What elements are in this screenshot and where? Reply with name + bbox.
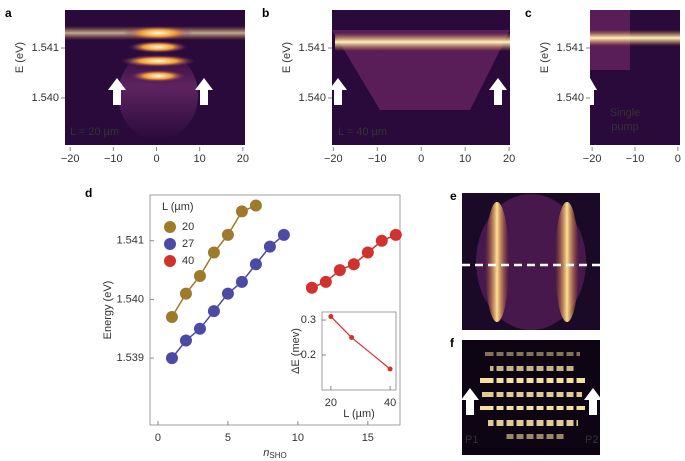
x-tick-label: 15 — [362, 432, 374, 444]
x-tick-label: 0 — [418, 153, 424, 165]
x-tick-label: −10 — [626, 153, 645, 165]
annotation: Single — [610, 107, 641, 119]
data-point — [328, 314, 334, 320]
data-point — [193, 269, 206, 282]
x-tick-label: −10 — [368, 153, 387, 165]
y-tick-label: 1.540 — [31, 92, 59, 104]
x-axis-label-sub: SHO — [269, 451, 286, 460]
data-point — [387, 366, 393, 372]
data-point — [221, 287, 234, 300]
data-point — [249, 258, 262, 271]
data-point — [165, 352, 178, 365]
x-tick-label: 10 — [459, 153, 471, 165]
x-tick-label: 20 — [325, 397, 337, 409]
x-tick-label: 0 — [153, 153, 159, 165]
x-axis-label: L (µm) — [343, 408, 375, 420]
x-axis-label: nSHO — [263, 447, 286, 460]
legend-title: L (µm) — [162, 201, 194, 213]
plot-frame — [149, 194, 401, 426]
y-tick-label: 0.2 — [301, 349, 316, 361]
panel-label: f — [450, 336, 455, 350]
legend-label: 40 — [182, 255, 194, 267]
y-tick-label: 1.540 — [556, 92, 584, 104]
y-tick-label: 1.540 — [116, 293, 144, 305]
heatmap-f — [461, 340, 602, 455]
x-tick-label: 10 — [292, 432, 304, 444]
data-point — [193, 322, 206, 335]
data-point — [305, 281, 318, 294]
x-tick-label: 5 — [225, 432, 231, 444]
y-tick-label: 1.541 — [31, 42, 59, 54]
x-tick-label: 10 — [194, 153, 206, 165]
data-point — [319, 275, 332, 288]
x-tick-label: 20 — [237, 153, 249, 165]
data-point — [179, 334, 192, 347]
data-point — [207, 246, 220, 259]
y-axis-label: E (eV) — [14, 42, 26, 73]
x-axis-label-main: n — [263, 447, 269, 459]
panel-label: a — [5, 6, 12, 20]
x-tick-label: 0 — [675, 153, 681, 165]
data-point — [349, 335, 355, 341]
x-tick-label: 0 — [155, 432, 161, 444]
data-point — [249, 199, 262, 212]
y-tick-label: 1.541 — [116, 235, 144, 247]
heatmap-e — [462, 193, 600, 330]
y-axis-label: Energy (eV) — [102, 281, 114, 340]
y-axis-label: E (eV) — [281, 42, 293, 73]
data-point — [333, 264, 346, 277]
x-tick-label: −20 — [324, 153, 343, 165]
y-tick-label: 1.539 — [116, 352, 144, 364]
plot-frame — [321, 311, 397, 391]
y-tick-label: 1.541 — [298, 42, 326, 54]
annotation: L = 20 µm — [70, 126, 119, 138]
legend-label: 20 — [182, 221, 194, 233]
x-tick-label: 40 — [384, 397, 396, 409]
data-point — [235, 205, 248, 218]
annotation: P2 — [585, 434, 598, 446]
heatmap-c — [590, 10, 680, 145]
annotation: pump — [611, 121, 639, 133]
y-tick-label: 1.541 — [556, 42, 584, 54]
data-point — [207, 305, 220, 318]
y-axis-label: E (eV) — [539, 42, 551, 73]
data-point — [389, 228, 402, 241]
data-point — [179, 287, 192, 300]
legend-marker — [164, 238, 176, 250]
y-axis-label: ΔE (mev) — [290, 328, 302, 374]
data-point — [375, 234, 388, 247]
y-tick-label: 0.3 — [301, 314, 316, 326]
y-tick-label: 1.540 — [298, 92, 326, 104]
data-point — [361, 246, 374, 259]
data-point — [221, 228, 234, 241]
legend-marker — [164, 255, 176, 267]
x-tick-label: −10 — [104, 153, 123, 165]
data-point — [347, 258, 360, 271]
panel-label: e — [450, 189, 457, 203]
x-tick-label: −20 — [583, 153, 602, 165]
x-axis-label-main: L (µm) — [343, 408, 375, 420]
panel-label: c — [525, 6, 532, 20]
panel-label: d — [85, 186, 92, 200]
panel-label: b — [262, 6, 269, 20]
annotation: P1 — [465, 434, 478, 446]
legend-label: 27 — [182, 238, 194, 250]
legend-marker — [164, 221, 176, 233]
heatmap-b — [329, 10, 510, 145]
x-tick-label: −20 — [61, 153, 80, 165]
data-point — [277, 228, 290, 241]
x-tick-label: 20 — [503, 153, 515, 165]
data-point — [263, 240, 276, 253]
heatmap-a — [65, 10, 245, 145]
data-point — [235, 275, 248, 288]
data-point — [165, 311, 178, 324]
annotation: L = 40 µm — [338, 126, 387, 138]
